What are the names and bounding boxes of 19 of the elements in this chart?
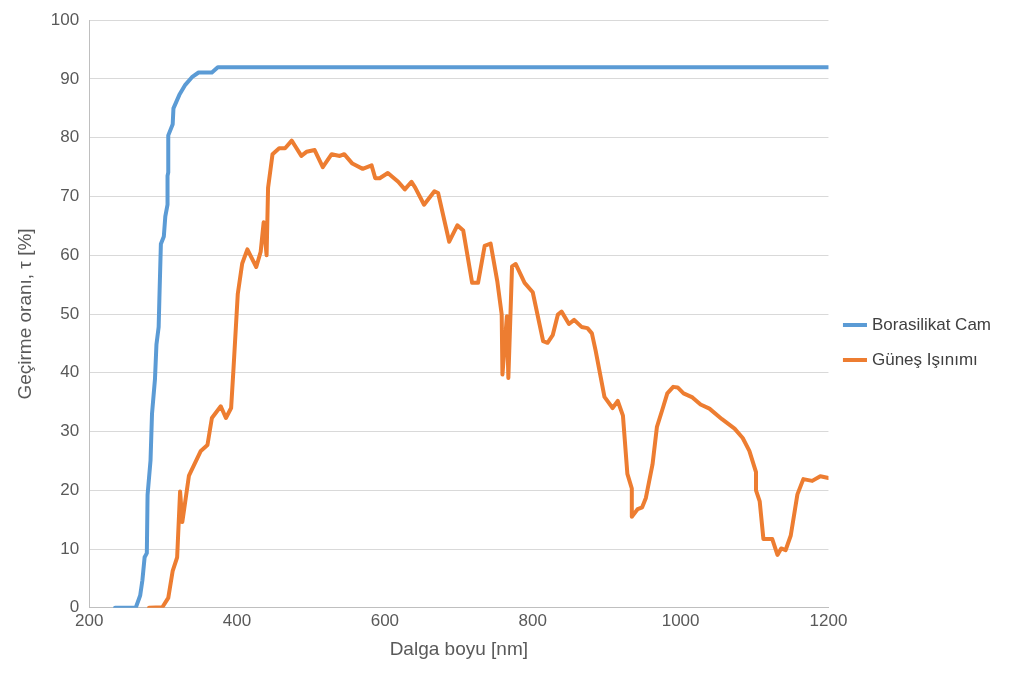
- legend-label: Borasilikat Cam: [871, 314, 992, 334]
- legend-label: Güneş Işınımı: [871, 349, 978, 369]
- y-axis-title: Geçirme oranı, τ [%]: [13, 228, 35, 400]
- x-tick-label: 800: [518, 610, 547, 630]
- x-tick-label: 600: [370, 610, 400, 630]
- y-tick-label: 70: [60, 186, 80, 206]
- y-tick-label: 20: [60, 479, 80, 499]
- y-tick-label: 80: [60, 127, 80, 147]
- x-axis-title: Dalga boyu [nm]: [389, 637, 528, 659]
- x-tick-label: 1200: [809, 610, 848, 630]
- y-tick-label: 100: [50, 9, 80, 29]
- x-tick-label: 1000: [661, 610, 700, 630]
- x-tick-label: 400: [222, 610, 252, 630]
- y-tick-label: 50: [60, 303, 80, 323]
- y-tick-label: 60: [60, 244, 80, 264]
- y-tick-label: 40: [60, 362, 80, 382]
- y-tick-label: 10: [60, 538, 80, 558]
- y-tick-label: 30: [60, 421, 80, 441]
- y-tick-label: 90: [60, 68, 80, 88]
